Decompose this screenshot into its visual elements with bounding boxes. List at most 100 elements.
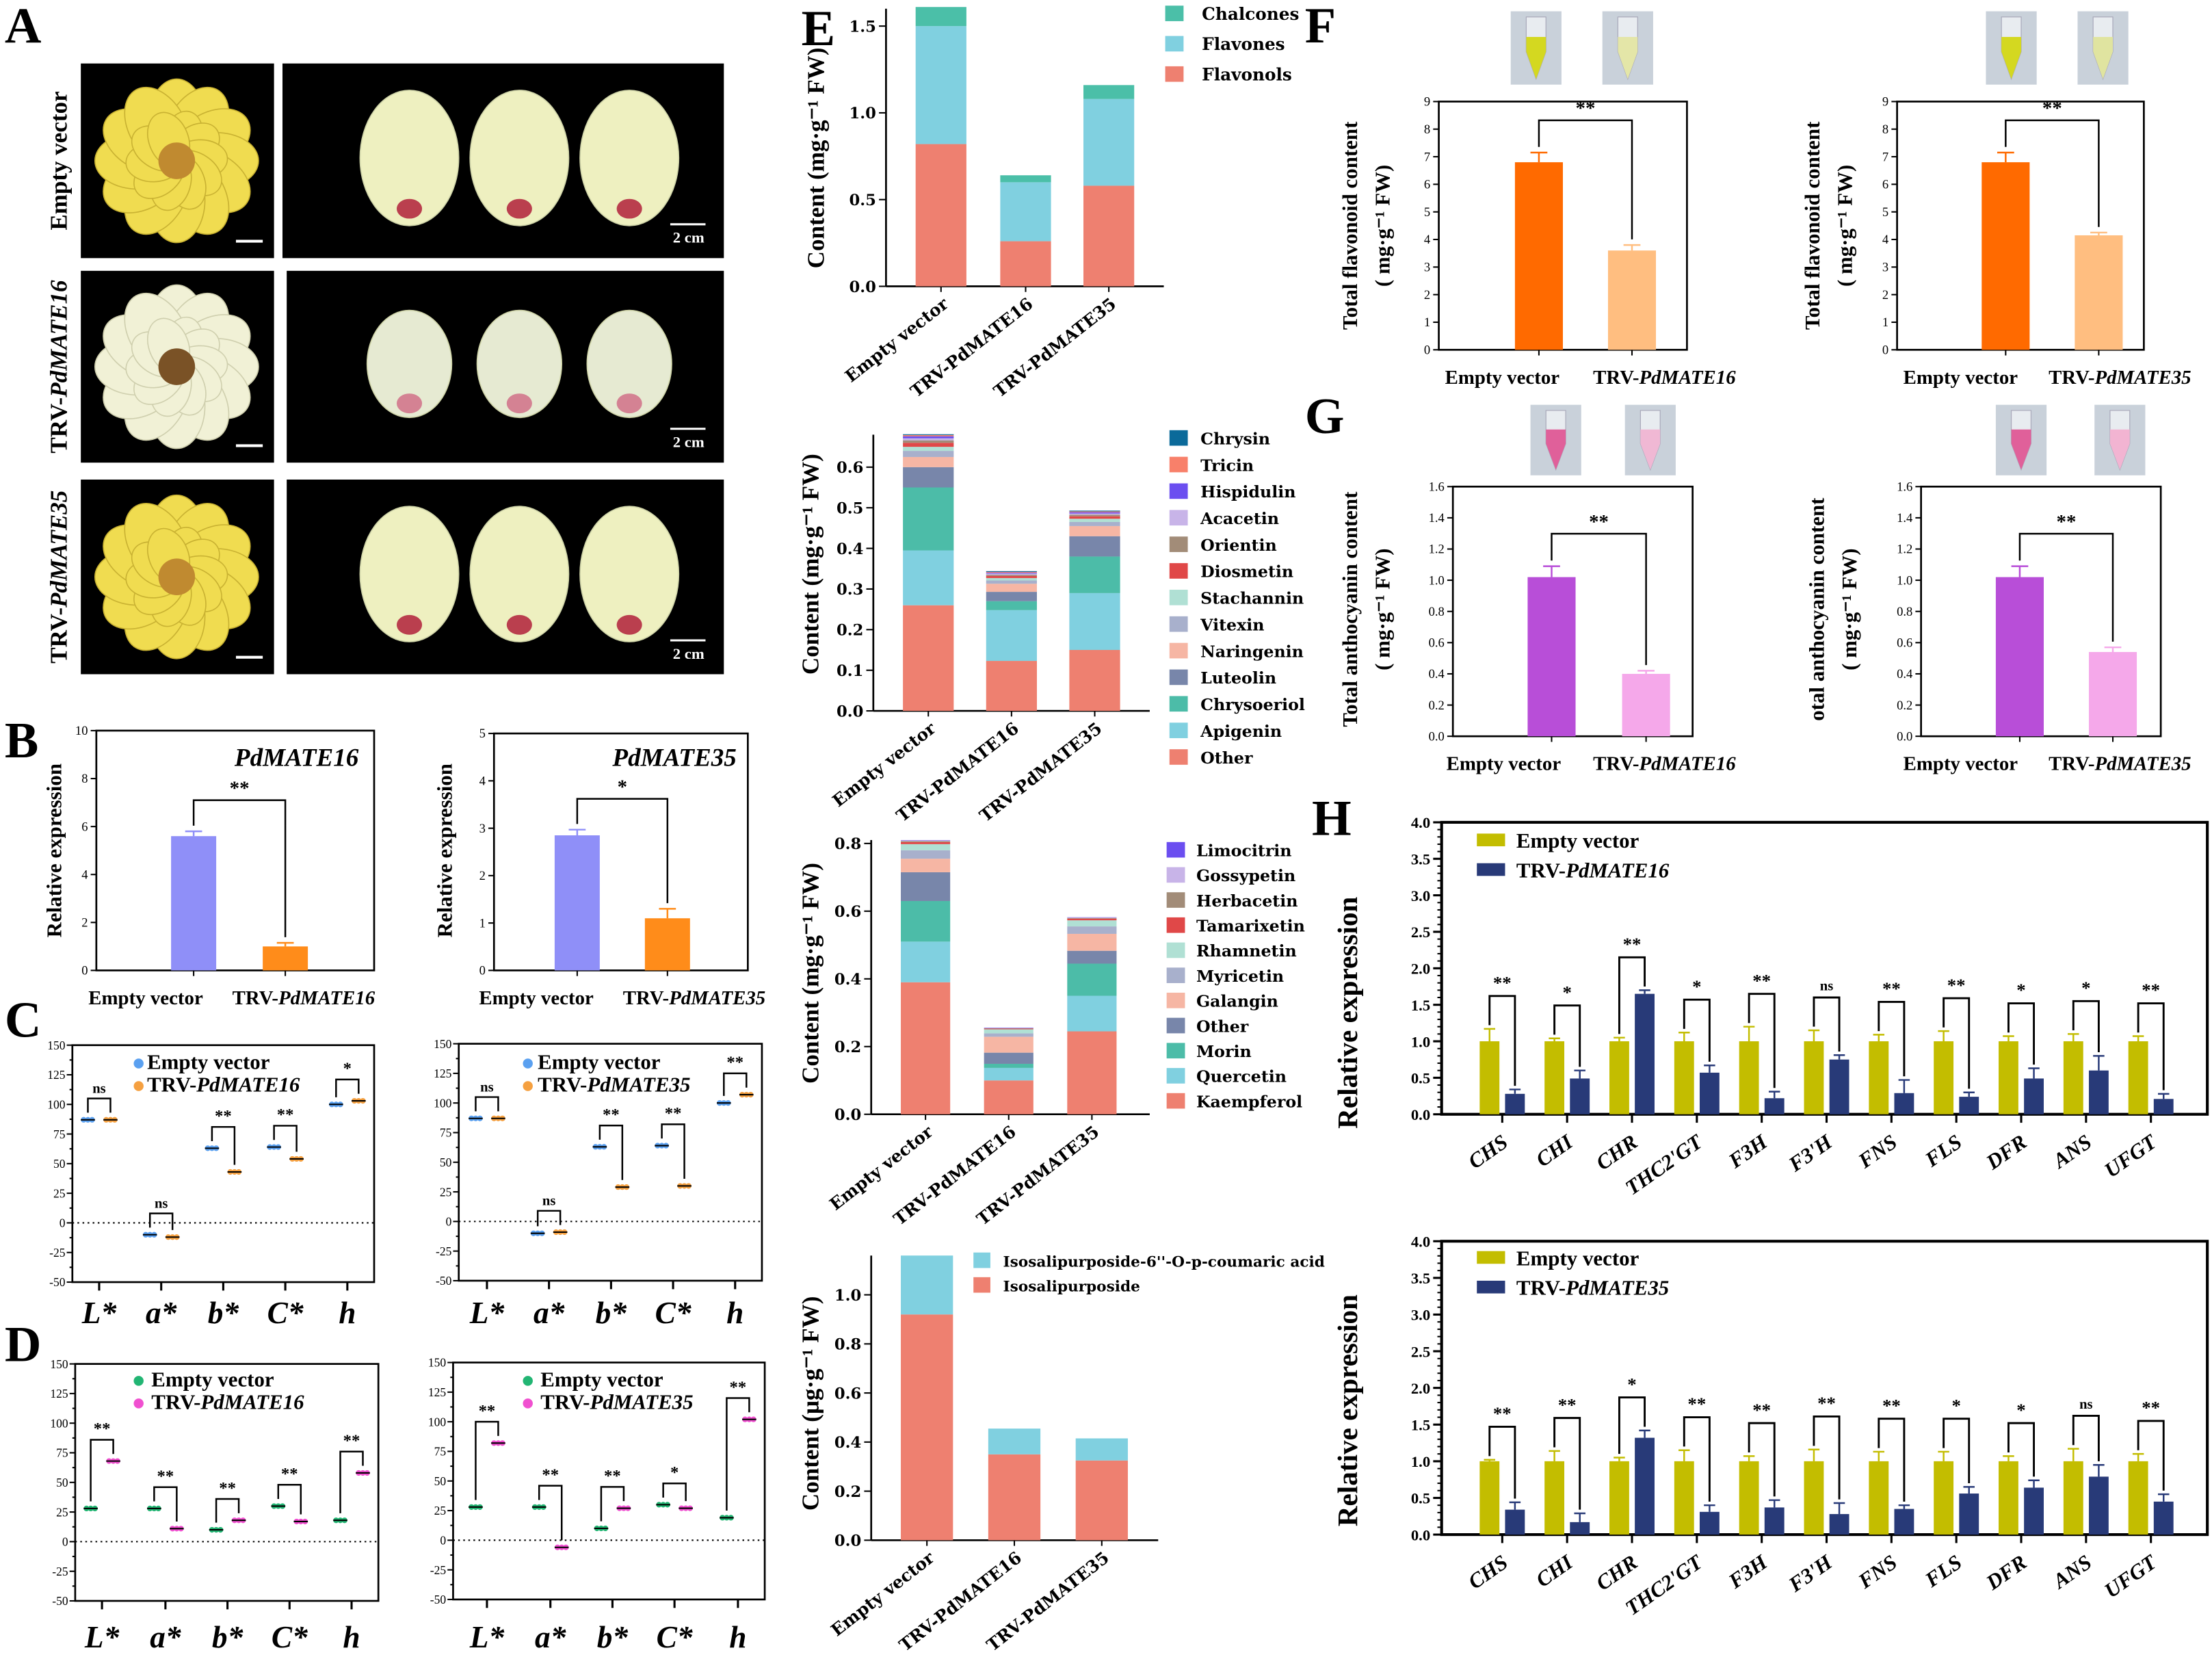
significance-label: **: [343, 1432, 360, 1450]
bar: [1894, 1509, 1914, 1535]
y-tick-label: 1.0: [1411, 1453, 1430, 1470]
y-tick-label: 0.0: [850, 278, 876, 296]
y-tick-label: 0.5: [850, 192, 876, 209]
panel-label: E: [802, 1, 836, 57]
gene-label: FNS: [1854, 1550, 1901, 1594]
y-tick-label: 0.4: [1429, 667, 1445, 681]
y-tick-label: 50: [53, 1157, 66, 1171]
significance-bracket: [1551, 532, 1647, 666]
significance-bracket: [1943, 1418, 1971, 1484]
stacked-bar-segment: [1069, 513, 1120, 515]
stacked-bar-segment: [984, 1080, 1033, 1114]
bar: [1959, 1097, 1979, 1114]
y-tick-label: 50: [440, 1156, 452, 1169]
pigment-spot: [616, 393, 642, 414]
legend-label: TRV-PdMATE35: [538, 1073, 690, 1097]
stacked-bar-segment: [1067, 917, 1117, 919]
significance-label: **: [219, 1479, 236, 1498]
legend-label: Galangin: [1196, 992, 1278, 1011]
stacked-bar-segment: [903, 447, 954, 452]
legend-label: Other: [1196, 1017, 1249, 1036]
petal: [359, 90, 460, 226]
legend-swatch: [1166, 867, 1185, 883]
legend-marker: [523, 1081, 533, 1091]
y-tick-label: 0.2: [1897, 699, 1912, 713]
y-tick-label: 0.6: [837, 459, 863, 477]
significance-label: *: [1692, 976, 1701, 997]
bar: [1829, 1059, 1849, 1114]
panel-label: F: [1305, 0, 1336, 54]
stacked-bar-segment: [901, 1255, 953, 1315]
y-tick-label: 50: [56, 1476, 68, 1489]
scale-bar-label: 2 cm: [673, 645, 705, 662]
significance-label: **: [230, 777, 250, 799]
bar: [1981, 162, 2030, 350]
y-tick-label: 1.5: [1411, 1417, 1430, 1434]
y-tick-label: 0.6: [834, 903, 861, 921]
y-tick-label: -25: [49, 1246, 66, 1260]
gene-name: PdMATE16: [200, 1390, 304, 1414]
chart-f-flavonoid-35: 0 1 2 3 4 5 6 7 8 9 Empty vector TRV-PdMATE35 ** Tota…: [1800, 11, 2191, 389]
y-axis-label: ( mg·g⁻¹ FW): [1370, 548, 1394, 670]
y-tick-label: -50: [436, 1274, 452, 1288]
legend-label: Tamarixetin: [1196, 917, 1305, 936]
legend-label: Tricin: [1200, 456, 1254, 475]
bar: [171, 836, 217, 971]
gene-label: F3H: [1724, 1130, 1772, 1173]
y-axis-label: otal anthocyanin content: [1804, 497, 1828, 721]
significance-label: *: [670, 1463, 679, 1482]
stacked-bar-segment: [1000, 241, 1051, 287]
petal: [579, 506, 680, 642]
y-tick-label: 0.5: [837, 499, 863, 517]
stacked-bar-segment: [1075, 1438, 1128, 1461]
y-axis-label: ( mg·g⁻¹ FW): [1833, 165, 1857, 287]
stacked-bar-segment: [1069, 521, 1120, 526]
y-tick-label: 100: [47, 1097, 66, 1111]
flower-photo: [81, 479, 274, 675]
y-axis-label: Relative expression: [42, 764, 66, 937]
stacked-bar-segment: [986, 610, 1037, 662]
x-category-label: Empty vector: [479, 987, 594, 1009]
tube-liquid: [2001, 37, 2022, 79]
label-prefix: TRV-: [233, 987, 278, 1009]
legend-label: Empty vector: [1516, 829, 1640, 852]
stacked-bar-segment: [986, 661, 1037, 712]
x-category-label: C*: [272, 1620, 308, 1654]
gene-name: PdMATE35: [2094, 367, 2191, 389]
y-tick-label: 25: [53, 1186, 66, 1200]
significance-label: **: [1493, 973, 1512, 993]
pigment-spot: [616, 198, 642, 219]
x-category-label: Empty vector: [1904, 367, 2018, 389]
significance-bracket: [1618, 1396, 1646, 1454]
y-axis-label: Content (mg·g⁻¹ FW): [797, 454, 824, 675]
bar: [1739, 1041, 1759, 1114]
significance-bracket: [1488, 1426, 1516, 1499]
significance-bracket: [536, 1210, 562, 1227]
y-axis-label: Content (mg·g⁻¹ FW): [797, 863, 824, 1084]
y-tick-label: 1: [479, 916, 486, 930]
gene-name: PdMATE16: [1565, 858, 1670, 882]
y-tick-label: 1.4: [1897, 511, 1912, 525]
stacked-bar-segment: [986, 601, 1037, 610]
stacked-bar-segment: [901, 841, 951, 844]
y-tick-label: 150: [47, 1039, 66, 1052]
gene-label: F3'H: [1784, 1130, 1837, 1177]
y-tick-label: 1.4: [1429, 511, 1445, 525]
stacked-bar-segment: [903, 434, 954, 436]
label-prefix: TRV-: [46, 608, 73, 664]
legend-label: Flavones: [1202, 34, 1285, 54]
sample-tube-photo: [1995, 404, 2047, 475]
significance-bracket: [90, 1439, 114, 1502]
x-category-label: Empty vector: [1445, 367, 1560, 389]
legend-swatch: [973, 1277, 990, 1293]
legend-label: TRV-PdMATE16: [151, 1390, 304, 1414]
y-tick-label: 4.0: [1411, 814, 1430, 831]
y-tick-label: -25: [430, 1563, 447, 1577]
legend-label: TRV-PdMATE35: [1516, 1276, 1669, 1300]
significance-label: ns: [542, 1194, 555, 1209]
gene-name: PdMATE35: [2094, 753, 2191, 775]
legend-marker: [523, 1398, 533, 1409]
y-tick-label: 1.0: [850, 105, 876, 122]
significance-label: **: [215, 1107, 232, 1125]
